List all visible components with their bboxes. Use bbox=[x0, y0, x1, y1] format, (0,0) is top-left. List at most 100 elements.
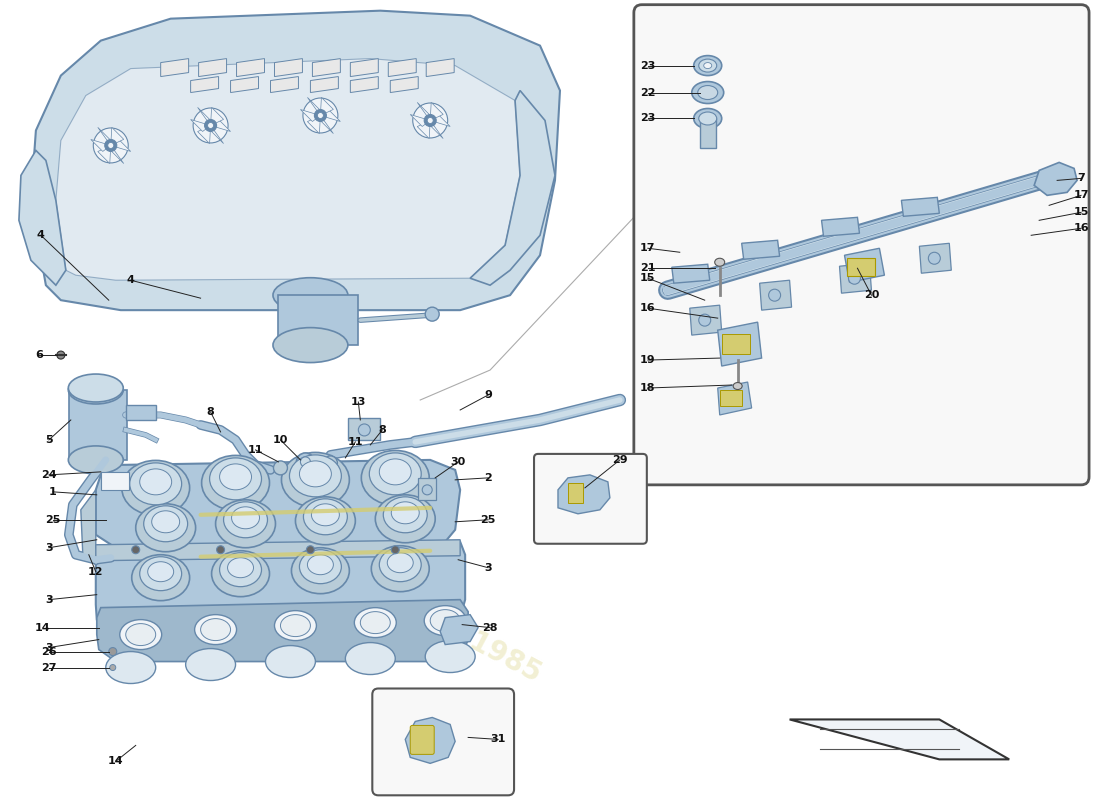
Ellipse shape bbox=[186, 649, 235, 681]
Polygon shape bbox=[410, 114, 430, 126]
Bar bbox=[719, 390, 741, 406]
Ellipse shape bbox=[302, 98, 338, 133]
FancyBboxPatch shape bbox=[372, 689, 514, 795]
Ellipse shape bbox=[387, 553, 414, 573]
Polygon shape bbox=[96, 542, 465, 628]
Ellipse shape bbox=[280, 614, 310, 637]
Ellipse shape bbox=[273, 278, 348, 313]
Ellipse shape bbox=[692, 82, 724, 103]
Text: 15: 15 bbox=[640, 274, 656, 283]
Ellipse shape bbox=[205, 119, 217, 131]
Ellipse shape bbox=[359, 424, 371, 436]
Polygon shape bbox=[430, 102, 443, 121]
Bar bbox=[125, 405, 156, 420]
Text: 2: 2 bbox=[484, 473, 492, 483]
Text: 10: 10 bbox=[273, 435, 288, 445]
Text: parts for parts since 1985: parts for parts since 1985 bbox=[175, 472, 547, 687]
Ellipse shape bbox=[200, 618, 231, 641]
Text: 7: 7 bbox=[1077, 174, 1085, 183]
Ellipse shape bbox=[698, 314, 711, 326]
Ellipse shape bbox=[698, 59, 717, 72]
Polygon shape bbox=[198, 107, 210, 126]
Text: 14: 14 bbox=[108, 756, 123, 766]
Text: 17: 17 bbox=[1074, 190, 1089, 200]
Text: 11: 11 bbox=[348, 437, 363, 447]
Text: 6: 6 bbox=[35, 350, 43, 360]
Polygon shape bbox=[312, 58, 340, 77]
Polygon shape bbox=[470, 90, 556, 285]
Polygon shape bbox=[307, 115, 320, 134]
Ellipse shape bbox=[144, 506, 188, 542]
Text: 8: 8 bbox=[378, 425, 386, 435]
Polygon shape bbox=[111, 139, 131, 151]
Ellipse shape bbox=[296, 453, 315, 471]
Ellipse shape bbox=[392, 546, 399, 554]
Polygon shape bbox=[96, 460, 460, 548]
Bar bbox=[418, 478, 437, 500]
Text: 8: 8 bbox=[207, 407, 215, 417]
Ellipse shape bbox=[392, 502, 419, 524]
Text: 21: 21 bbox=[640, 263, 656, 274]
Ellipse shape bbox=[372, 546, 429, 592]
Ellipse shape bbox=[694, 109, 722, 129]
Text: 11: 11 bbox=[248, 445, 263, 455]
Ellipse shape bbox=[311, 504, 340, 526]
Ellipse shape bbox=[318, 113, 323, 118]
Polygon shape bbox=[405, 718, 455, 763]
Polygon shape bbox=[80, 490, 106, 565]
Text: 3: 3 bbox=[45, 594, 53, 605]
Polygon shape bbox=[1034, 162, 1077, 195]
Ellipse shape bbox=[217, 546, 224, 554]
Ellipse shape bbox=[422, 485, 432, 495]
Ellipse shape bbox=[106, 651, 156, 683]
Ellipse shape bbox=[132, 554, 189, 601]
Text: 3: 3 bbox=[484, 562, 492, 573]
Bar bbox=[101, 472, 129, 490]
Ellipse shape bbox=[412, 103, 448, 138]
Ellipse shape bbox=[208, 122, 213, 129]
Ellipse shape bbox=[425, 606, 466, 635]
Polygon shape bbox=[210, 119, 231, 131]
Ellipse shape bbox=[361, 450, 429, 506]
Polygon shape bbox=[199, 58, 227, 77]
Bar bbox=[700, 118, 716, 149]
Polygon shape bbox=[901, 198, 939, 216]
Ellipse shape bbox=[201, 455, 270, 510]
Polygon shape bbox=[320, 110, 340, 122]
Text: 9: 9 bbox=[484, 390, 492, 400]
Ellipse shape bbox=[426, 307, 439, 321]
Ellipse shape bbox=[275, 610, 317, 641]
Polygon shape bbox=[310, 77, 339, 93]
Ellipse shape bbox=[928, 252, 940, 264]
Ellipse shape bbox=[698, 112, 717, 125]
Ellipse shape bbox=[289, 455, 341, 497]
Ellipse shape bbox=[299, 550, 341, 584]
FancyBboxPatch shape bbox=[634, 5, 1089, 485]
Ellipse shape bbox=[57, 351, 65, 359]
Ellipse shape bbox=[426, 641, 475, 673]
Polygon shape bbox=[198, 126, 210, 143]
Polygon shape bbox=[275, 58, 302, 77]
Polygon shape bbox=[426, 58, 454, 77]
Polygon shape bbox=[91, 139, 111, 151]
Polygon shape bbox=[190, 77, 219, 93]
Ellipse shape bbox=[307, 554, 333, 574]
Ellipse shape bbox=[210, 458, 262, 500]
Ellipse shape bbox=[425, 114, 437, 126]
Ellipse shape bbox=[694, 55, 722, 75]
Text: 27: 27 bbox=[41, 662, 56, 673]
Polygon shape bbox=[440, 614, 478, 645]
Bar bbox=[722, 334, 750, 354]
Bar bbox=[278, 295, 359, 345]
Ellipse shape bbox=[211, 550, 270, 597]
Polygon shape bbox=[430, 121, 443, 138]
Ellipse shape bbox=[122, 460, 189, 515]
Ellipse shape bbox=[296, 497, 355, 545]
Text: 1: 1 bbox=[50, 487, 57, 497]
Text: 23: 23 bbox=[640, 61, 656, 70]
Polygon shape bbox=[845, 248, 884, 282]
Text: 15: 15 bbox=[1074, 207, 1089, 218]
Ellipse shape bbox=[300, 457, 310, 467]
Polygon shape bbox=[822, 218, 859, 236]
Ellipse shape bbox=[223, 502, 267, 538]
